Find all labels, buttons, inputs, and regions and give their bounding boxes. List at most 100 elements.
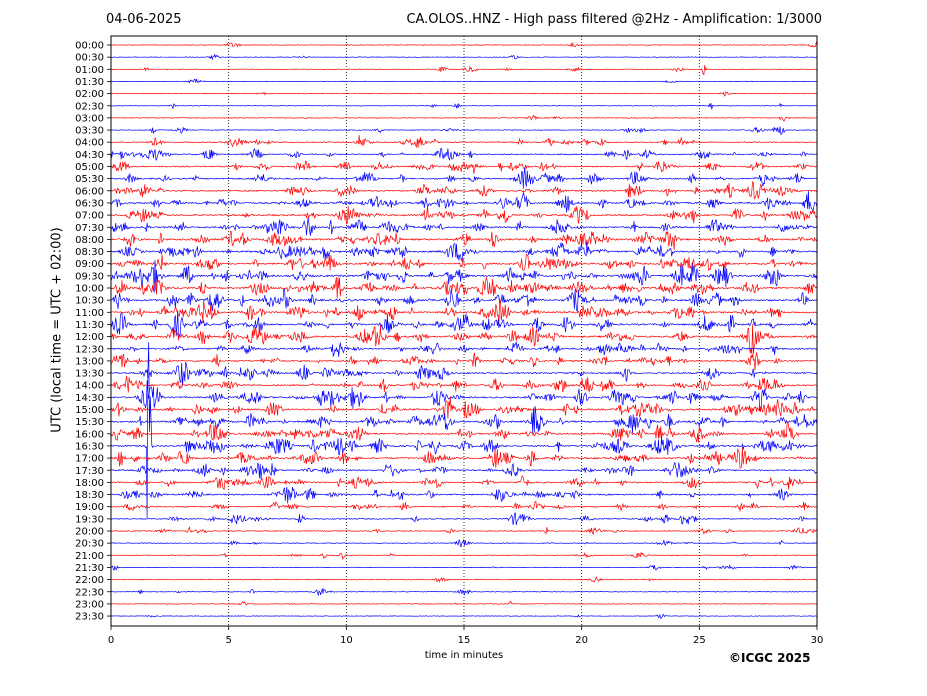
y-tick-label: 22:00 bbox=[75, 575, 104, 586]
trace-row-2300 bbox=[111, 600, 817, 606]
x-tick-label: 15 bbox=[458, 635, 471, 646]
trace-row-2330 bbox=[111, 613, 817, 620]
y-tick-label: 19:30 bbox=[75, 514, 104, 525]
y-tick-label: 13:00 bbox=[75, 356, 104, 367]
trace-row-1630 bbox=[111, 342, 817, 518]
trace-row-1030 bbox=[111, 288, 817, 312]
y-tick-label: 09:30 bbox=[75, 271, 104, 282]
y-tick-label: 23:00 bbox=[75, 599, 104, 610]
trace-row-0700 bbox=[111, 204, 817, 225]
traces-group bbox=[111, 41, 817, 620]
trace-row-0900 bbox=[111, 253, 817, 272]
x-axis-label: time in minutes bbox=[424, 650, 504, 661]
y-tick-label: 07:30 bbox=[75, 223, 104, 234]
y-tick-label: 04:30 bbox=[75, 150, 104, 161]
y-tick-label: 02:30 bbox=[75, 101, 104, 112]
trace-row-2030 bbox=[111, 538, 817, 547]
y-tick-label: 08:30 bbox=[75, 247, 104, 258]
trace-row-1400 bbox=[111, 375, 817, 393]
trace-row-1130 bbox=[111, 310, 817, 340]
y-tick-label: 05:00 bbox=[75, 162, 104, 173]
trace-row-2130 bbox=[111, 564, 817, 571]
trace-row-1300 bbox=[111, 352, 817, 371]
x-tick-label: 5 bbox=[225, 635, 231, 646]
y-tick-label: 21:00 bbox=[75, 551, 104, 562]
trace-row-1500 bbox=[111, 396, 817, 419]
y-tick-label: 22:30 bbox=[75, 587, 104, 598]
trace-row-0430 bbox=[111, 147, 817, 162]
y-tick-label: 11:00 bbox=[75, 308, 104, 319]
trace-row-0330 bbox=[111, 126, 817, 136]
x-tick-label: 30 bbox=[811, 635, 824, 646]
y-tick-label: 23:30 bbox=[75, 612, 104, 623]
y-tick-label: 14:30 bbox=[75, 393, 104, 404]
trace-row-1700 bbox=[111, 447, 817, 469]
trace-row-0930 bbox=[111, 259, 817, 293]
trace-row-1530 bbox=[111, 406, 817, 434]
y-tick-label: 08:00 bbox=[75, 235, 104, 246]
y-tick-label: 13:30 bbox=[75, 369, 104, 380]
y-tick-label: 06:30 bbox=[75, 198, 104, 209]
y-tick-label: 01:30 bbox=[75, 77, 104, 88]
trace-row-0100 bbox=[111, 65, 817, 76]
x-tick-label: 20 bbox=[575, 635, 588, 646]
chart-title: CA.OLOS..HNZ - High pass filtered @2Hz -… bbox=[406, 12, 822, 27]
trace-row-0730 bbox=[111, 217, 817, 236]
trace-row-1830 bbox=[111, 486, 817, 504]
y-tick-label: 09:00 bbox=[75, 259, 104, 270]
trace-row-1730 bbox=[111, 462, 817, 480]
y-tick-label: 19:00 bbox=[75, 502, 104, 513]
trace-row-1800 bbox=[111, 475, 817, 491]
y-tick-label: 21:30 bbox=[75, 563, 104, 574]
trace-row-1600 bbox=[111, 421, 817, 443]
trace-row-2000 bbox=[111, 526, 817, 536]
trace-row-0800 bbox=[111, 231, 817, 251]
y-tick-label: 16:30 bbox=[75, 441, 104, 452]
trace-row-2100 bbox=[111, 551, 817, 560]
y-tick-label: 05:30 bbox=[75, 174, 104, 185]
y-tick-label: 06:00 bbox=[75, 186, 104, 197]
trace-row-1900 bbox=[111, 500, 817, 512]
trace-row-1430 bbox=[111, 380, 817, 412]
y-tick-label: 03:00 bbox=[75, 113, 104, 124]
trace-row-0500 bbox=[111, 159, 817, 174]
y-tick-label: 00:30 bbox=[75, 53, 104, 64]
trace-row-0200 bbox=[111, 90, 817, 97]
y-tick-label: 15:00 bbox=[75, 405, 104, 416]
trace-row-0400 bbox=[111, 135, 817, 148]
trace-row-2230 bbox=[111, 587, 817, 597]
chart-date: 04-06-2025 bbox=[106, 12, 182, 27]
y-tick-label: 17:00 bbox=[75, 454, 104, 465]
x-tick-label: 10 bbox=[340, 635, 353, 646]
y-tick-label: 18:30 bbox=[75, 490, 104, 501]
y-tick-label: 12:30 bbox=[75, 344, 104, 355]
trace-row-1200 bbox=[111, 323, 817, 355]
trace-row-0300 bbox=[111, 114, 817, 122]
y-tick-label: 16:00 bbox=[75, 429, 104, 440]
trace-row-0230 bbox=[111, 102, 817, 110]
y-tick-label: 14:00 bbox=[75, 381, 104, 392]
y-tick-label: 18:00 bbox=[75, 478, 104, 489]
x-tick-label: 25 bbox=[693, 635, 706, 646]
trace-row-2200 bbox=[111, 575, 817, 583]
y-tick-label: 11:30 bbox=[75, 320, 104, 331]
trace-row-0030 bbox=[111, 53, 817, 61]
y-tick-label: 01:00 bbox=[75, 65, 104, 76]
y-tick-label: 12:00 bbox=[75, 332, 104, 343]
y-tick-label: 20:30 bbox=[75, 539, 104, 550]
y-tick-label: 10:30 bbox=[75, 296, 104, 307]
trace-row-1100 bbox=[111, 298, 817, 326]
y-tick-label: 15:30 bbox=[75, 417, 104, 428]
y-axis-label: UTC (local time = UTC + 02:00) bbox=[49, 227, 65, 433]
y-tick-label: 10:00 bbox=[75, 284, 104, 295]
trace-row-0000 bbox=[111, 41, 817, 48]
copyright-text: ©ICGC 2025 bbox=[729, 651, 811, 665]
trace-row-1930 bbox=[111, 512, 817, 526]
y-tick-label: 17:30 bbox=[75, 466, 104, 477]
trace-row-0530 bbox=[111, 167, 817, 189]
y-tick-label: 00:00 bbox=[75, 41, 104, 52]
y-tick-label: 02:00 bbox=[75, 89, 104, 100]
trace-row-0600 bbox=[111, 181, 817, 200]
trace-row-0630 bbox=[111, 191, 817, 213]
